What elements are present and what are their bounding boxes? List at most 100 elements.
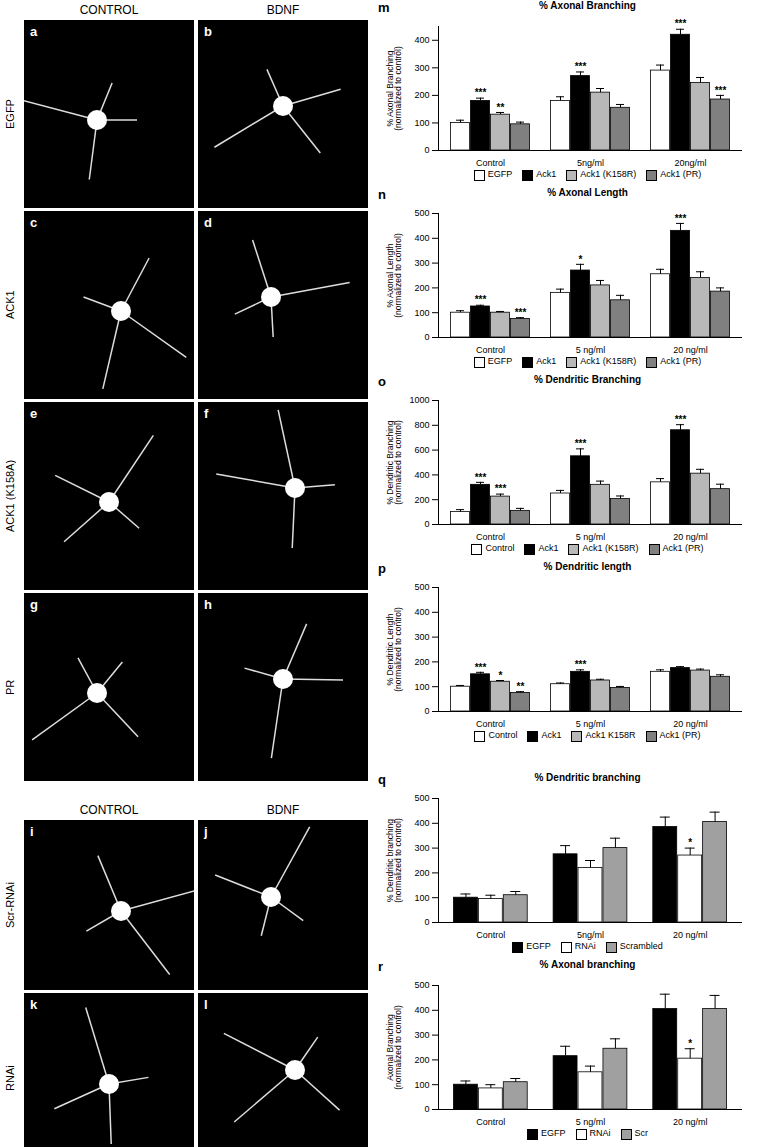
svg-text:20ng/ml: 20ng/ml [674,158,706,168]
svg-text:h: h [204,597,212,612]
svg-text:Control: Control [476,1117,505,1127]
svg-text:200: 200 [414,657,429,667]
svg-text:***: *** [575,438,587,449]
svg-text:0: 0 [424,145,429,155]
svg-text:600: 600 [414,445,429,455]
svg-text:Control: Control [476,532,505,542]
svg-text:300: 300 [414,843,429,853]
html-text:EGFP: EGFP [4,99,16,129]
svg-text:200: 200 [414,1055,429,1065]
svg-text:5 ng/ml: 5 ng/ml [576,532,606,542]
svg-text:5 ng/ml: 5 ng/ml [576,1117,606,1127]
svg-text:0: 0 [424,519,429,529]
svg-text:***: *** [575,659,587,670]
svg-text:***: *** [475,87,487,98]
svg-text:% Dendritic Branching(normaliz: % Dendritic Branching(normalized to cont… [385,420,404,505]
svg-text:c: c [30,215,37,230]
svg-text:***: *** [495,483,507,494]
svg-text:400: 400 [414,607,429,617]
svg-text:400: 400 [414,818,429,828]
svg-text:200: 200 [414,283,429,293]
svg-text:**: ** [517,681,525,692]
svg-text:100: 100 [414,1080,429,1090]
svg-text:20 ng/ml: 20 ng/ml [673,345,708,355]
svg-text:b: b [204,24,212,39]
svg-text:0: 0 [424,706,429,716]
svg-text:k: k [30,997,38,1012]
html-text:ACK1 (K158A): ACK1 (K158A) [4,459,16,533]
svg-text:400: 400 [414,1005,429,1015]
svg-text:100: 100 [414,682,429,692]
svg-text:*: * [579,254,583,265]
svg-text:0: 0 [424,1104,429,1114]
html-text:Scr-RNAi: Scr-RNAi [4,882,16,928]
html-text:ACK1: ACK1 [4,290,16,320]
svg-text:20 ng/ml: 20 ng/ml [673,532,708,542]
svg-text:100: 100 [414,893,429,903]
svg-text:Control: Control [476,930,505,940]
svg-text:200: 200 [414,495,429,505]
svg-text:5 ng/ml: 5 ng/ml [576,345,606,355]
svg-text:400: 400 [414,233,429,243]
svg-text:e: e [30,406,37,421]
html-text:CONTROL: CONTROL [79,803,139,817]
html-text:BDNF: BDNF [266,803,300,817]
svg-text:**: ** [497,102,505,113]
svg-text:*: * [688,837,692,848]
svg-text:300: 300 [414,258,429,268]
svg-text:***: *** [675,18,687,29]
svg-text:100: 100 [414,308,429,318]
svg-text:500: 500 [414,793,429,803]
svg-text:Control: Control [476,719,505,729]
svg-text:300: 300 [414,63,429,73]
svg-text:***: *** [475,662,487,673]
svg-text:l: l [204,997,208,1012]
svg-text:***: *** [675,414,687,425]
svg-text:1000: 1000 [409,395,429,405]
svg-text:*: * [688,1038,692,1049]
svg-text:g: g [30,597,38,612]
svg-text:5ng/ml: 5ng/ml [577,930,604,940]
svg-text:300: 300 [414,632,429,642]
svg-text:d: d [204,215,212,230]
svg-text:0: 0 [424,332,429,342]
svg-text:5 ng/ml: 5 ng/ml [576,719,606,729]
svg-text:f: f [204,406,209,421]
svg-text:5ng/ml: 5ng/ml [577,158,604,168]
svg-text:800: 800 [414,420,429,430]
svg-text:j: j [203,824,208,839]
svg-text:500: 500 [414,208,429,218]
svg-text:Axonal Branching(normalized to: Axonal Branching(normalized to control) [385,1005,404,1090]
svg-text:0: 0 [424,917,429,927]
svg-text:% Dendritic Length(normalized: % Dendritic Length(normalized to control… [385,607,404,692]
svg-text:500: 500 [414,582,429,592]
svg-text:a: a [30,24,38,39]
svg-text:20 ng/ml: 20 ng/ml [673,930,708,940]
svg-text:200: 200 [414,90,429,100]
svg-text:% Axonal Branching(normalized: % Axonal Branching(normalized to control… [385,46,404,131]
svg-text:% Axonal Length(normalized to: % Axonal Length(normalized to control) [385,233,404,318]
svg-text:i: i [30,824,34,839]
svg-text:***: *** [675,213,687,224]
svg-text:100: 100 [414,118,429,128]
svg-text:***: *** [715,85,727,96]
svg-text:***: *** [475,472,487,483]
svg-text:*: * [499,670,503,681]
svg-text:200: 200 [414,868,429,878]
svg-text:400: 400 [414,35,429,45]
svg-text:300: 300 [414,1030,429,1040]
html-text:CONTROL: CONTROL [79,3,139,17]
svg-text:500: 500 [414,980,429,990]
svg-text:***: *** [575,61,587,72]
svg-text:% Dendritic branching(normaliz: % Dendritic branching(normalized to cont… [385,818,404,903]
html-text:PR: PR [4,679,16,695]
svg-text:Control: Control [476,158,505,168]
svg-text:***: *** [515,307,527,318]
html-text:RNAi: RNAi [4,1065,16,1091]
svg-text:20 ng/ml: 20 ng/ml [673,1117,708,1127]
svg-text:400: 400 [414,470,429,480]
svg-text:***: *** [475,294,487,305]
svg-text:Control: Control [476,345,505,355]
svg-text:20 ng/ml: 20 ng/ml [673,719,708,729]
html-text:BDNF: BDNF [266,3,300,17]
